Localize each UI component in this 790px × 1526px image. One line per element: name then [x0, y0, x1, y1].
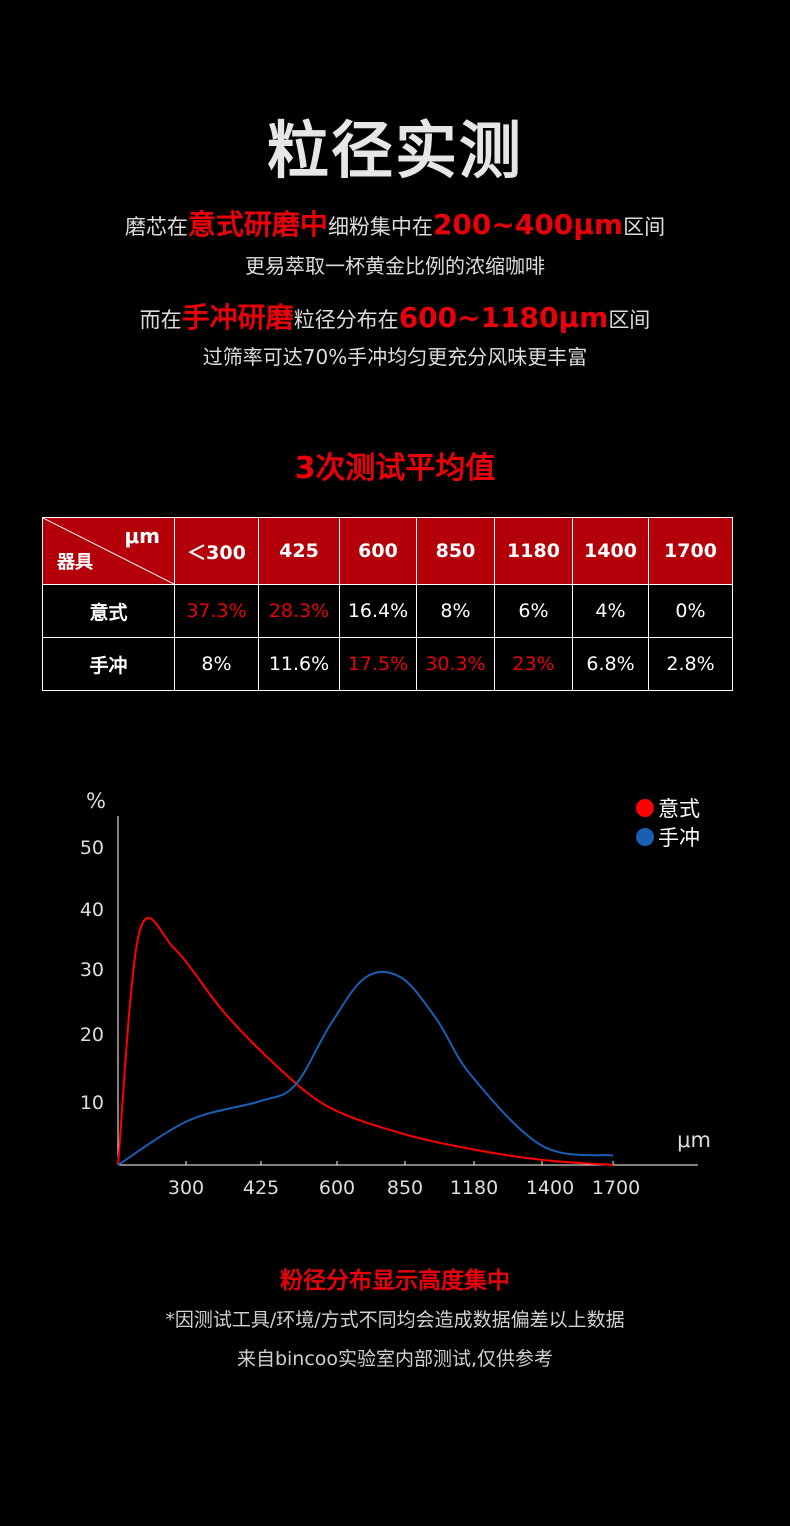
distribution-chart: % μm 10 20 30 40 50 300 425 600 850 1180 1400 1700…	[80, 789, 711, 1199]
y-tick-label: 30	[80, 959, 104, 981]
x-tick-label: 850	[387, 1177, 423, 1199]
series-line-0	[117, 916, 614, 1166]
table-cell: 30.3%	[416, 637, 495, 691]
x-tick-label: 1700	[592, 1177, 640, 1199]
intro-text: 区间	[608, 308, 651, 332]
intro-text: 区间	[623, 215, 666, 239]
legend-dot-0	[636, 799, 654, 817]
table-cell: 23%	[494, 637, 573, 691]
x-tick-label: 425	[243, 1177, 279, 1199]
x-tick-label: 1180	[450, 1177, 498, 1199]
table-cell: 6.8%	[572, 637, 649, 691]
x-axis-unit-label: μm	[677, 1128, 711, 1152]
column-header: 1400	[572, 517, 649, 585]
table-cell: 8%	[174, 637, 259, 691]
intro-text: 细粉集中在	[327, 215, 433, 239]
x-tick-label: 300	[168, 1177, 204, 1199]
corner-unit-label: μm	[124, 524, 160, 548]
legend-label: 意式	[658, 797, 700, 821]
y-tick-label: 10	[80, 1092, 104, 1114]
x-tick-label: 600	[319, 1177, 355, 1199]
table-cell: 2.8%	[648, 637, 733, 691]
table-cell: 4%	[572, 584, 649, 638]
intro-text: 粒径分布在	[293, 308, 399, 332]
y-tick-labels: 10 20 30 40 50	[80, 837, 104, 1114]
corner-diagonal	[43, 518, 174, 584]
intro-text: 而在	[139, 308, 182, 332]
column-header: 1180	[494, 517, 573, 585]
y-tick-label: 50	[80, 837, 104, 859]
intro-line-2: 更易萃取一杯黄金比例的浓缩咖啡	[245, 254, 545, 278]
table-title: 3次测试平均值	[294, 451, 496, 486]
y-tick-label: 40	[80, 899, 104, 921]
disclaimer-line-1: *因测试工具/环境/方式不同均会造成数据偏差以上数据	[165, 1309, 625, 1331]
table-cell: 8%	[416, 584, 495, 638]
page-title: 粒径实测	[266, 114, 523, 187]
x-tick-labels: 300 425 600 850 1180 1400 1700	[168, 1161, 640, 1199]
y-axis-unit-label: %	[86, 789, 106, 813]
table-row-pourover: 手冲 8% 11.6% 17.5% 30.3% 23% 6.8% 2.8%	[42, 637, 733, 691]
table-cell: 17.5%	[339, 637, 417, 691]
intro-line-4: 过筛率可达70%手冲均匀更充分风味更丰富	[202, 345, 588, 369]
row-label: 意式	[42, 584, 175, 638]
table-cell: 16.4%	[339, 584, 417, 638]
column-header: 425	[258, 517, 340, 585]
intro-text: 磨芯在	[124, 215, 188, 239]
table-row-espresso: 意式 37.3% 28.3% 16.4% 8% 6% 4% 0%	[42, 584, 733, 638]
legend-dot-1	[636, 828, 654, 846]
table-cell: 11.6%	[258, 637, 340, 691]
intro-highlight: 意式研磨中	[187, 208, 328, 241]
table-cell: 0%	[648, 584, 733, 638]
table-header-row: μm 器具 ＜300 425 600 850 1180 1400 1700	[42, 517, 733, 585]
table-cell: 28.3%	[258, 584, 340, 638]
corner-category-label: 器具	[57, 552, 93, 573]
legend-label: 手冲	[658, 826, 700, 850]
intro-line-3: 而在手冲研磨粒径分布在600~1180μm区间	[0, 296, 790, 336]
intro-line-1: 磨芯在意式研磨中细粉集中在200~400μm区间	[0, 203, 790, 243]
x-tick-label: 1400	[526, 1177, 574, 1199]
column-header: 1700	[648, 517, 733, 585]
intro-highlight: 200~400μm	[432, 208, 624, 241]
table-corner-cell: μm 器具	[42, 517, 175, 585]
row-label: 手冲	[42, 637, 175, 691]
column-header: 850	[416, 517, 495, 585]
chart-caption: 粉径分布显示高度集中	[280, 1268, 510, 1294]
particle-size-table: μm 器具 ＜300 425 600 850 1180 1400 1700 意式…	[42, 517, 733, 691]
intro-highlight: 600~1180μm	[398, 301, 609, 334]
column-header: ＜300	[174, 517, 259, 585]
series-line-1	[117, 970, 614, 1166]
column-header: 600	[339, 517, 417, 585]
table-cell: 37.3%	[174, 584, 259, 638]
intro-highlight: 手冲研磨	[181, 301, 294, 334]
series-curves	[117, 916, 614, 1166]
disclaimer-line-2: 来自bincoo实验室内部测试,仅供参考	[236, 1348, 554, 1370]
y-tick-label: 20	[80, 1024, 104, 1046]
table-cell: 6%	[494, 584, 573, 638]
